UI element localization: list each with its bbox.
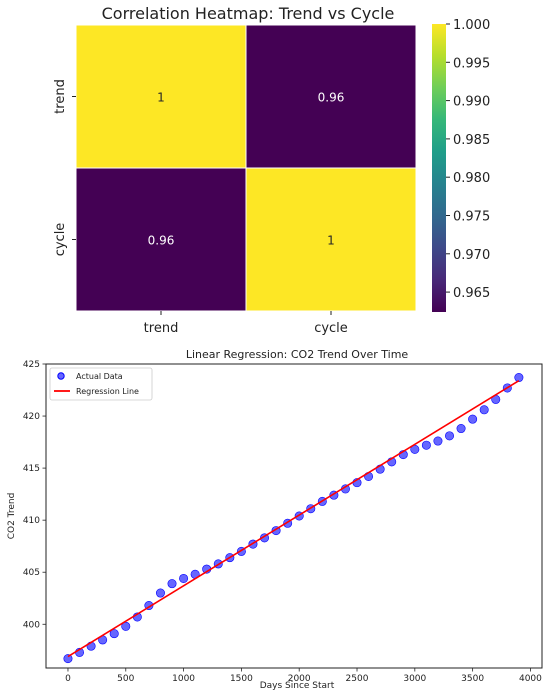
colorbar-tick-label: 0.970 (453, 248, 490, 263)
heatmap-cell (245, 24, 417, 169)
y-tick-label: 410 (23, 516, 40, 526)
y-tick-label: 405 (23, 568, 40, 578)
data-point (63, 654, 73, 664)
x-tick-label: 3500 (461, 674, 484, 684)
colorbar-gradient (432, 24, 446, 312)
y-tick-label: 400 (23, 620, 40, 630)
data-point (179, 573, 189, 583)
heatmap-cell-label: 0.96 (148, 234, 175, 248)
heatmap-cell-label: 1 (157, 91, 165, 105)
data-point (421, 440, 431, 450)
data-point (109, 629, 119, 639)
heatmap-col-label: trend (144, 321, 179, 336)
x-tick-label: 1000 (172, 674, 195, 684)
y-tick-label: 425 (23, 360, 40, 370)
heatmap-cell-label: 1 (327, 234, 335, 248)
heatmap-row-label: cycle (53, 223, 68, 257)
heatmap-cell (75, 167, 247, 312)
regression-title: Linear Regression: CO2 Trend Over Time (186, 348, 409, 361)
y-tick-label: 420 (23, 412, 40, 422)
x-tick-label: 2000 (288, 674, 311, 684)
x-tick-label: 500 (117, 674, 134, 684)
heatmap-col-label: cycle (314, 321, 348, 336)
y-axis-label: CO2 Trend (7, 493, 17, 540)
data-point (155, 588, 165, 598)
heatmap-row-label: trend (53, 79, 68, 114)
regression-chart: Linear Regression: CO2 Trend Over Time 0… (7, 348, 543, 691)
legend-box (49, 367, 153, 401)
colorbar-tick-label: 1.000 (453, 18, 490, 33)
heatmap-chart: Correlation Heatmap: Trend vs Cycle 1 0.9… (53, 4, 490, 336)
regression-line (67, 379, 520, 658)
colorbar-tick-label: 0.995 (453, 56, 490, 71)
x-tick-label: 3000 (403, 674, 426, 684)
data-point (121, 621, 131, 631)
legend: Actual Data Regression Line (49, 367, 153, 401)
colorbar: 0.965 0.970 0.975 0.980 0.985 0.990 0.995 1.000 (432, 18, 490, 312)
colorbar-tick-label: 0.980 (453, 171, 490, 186)
heatmap-cell (245, 167, 417, 312)
x-tick-label: 4000 (519, 674, 542, 684)
heatmap-title: Correlation Heatmap: Trend vs Cycle (102, 4, 395, 23)
colorbar-tick-label: 0.985 (453, 133, 490, 148)
data-point (167, 579, 177, 589)
plot-frame (45, 363, 543, 669)
colorbar-tick-label: 0.990 (453, 95, 490, 110)
y-tick-label: 415 (23, 464, 40, 474)
data-point (514, 373, 524, 383)
heatmap-cell-label: 0.96 (318, 91, 345, 105)
colorbar-tick-label: 0.965 (453, 286, 490, 301)
legend-label-actual: Actual Data (76, 372, 123, 381)
x-axis-label: Days Since Start (260, 681, 335, 691)
colorbar-tick-label: 0.975 (453, 209, 490, 224)
heatmap-cell (75, 24, 247, 169)
data-point (433, 436, 443, 446)
data-point (479, 405, 489, 415)
data-point (456, 424, 466, 434)
legend-label-regression: Regression Line (76, 387, 139, 396)
data-point (468, 414, 478, 424)
x-tick-label: 2500 (346, 674, 369, 684)
x-tick-label: 1500 (230, 674, 253, 684)
data-point (445, 431, 455, 441)
x-tick-label: 0 (65, 674, 71, 684)
legend-scatter-marker (57, 372, 65, 380)
